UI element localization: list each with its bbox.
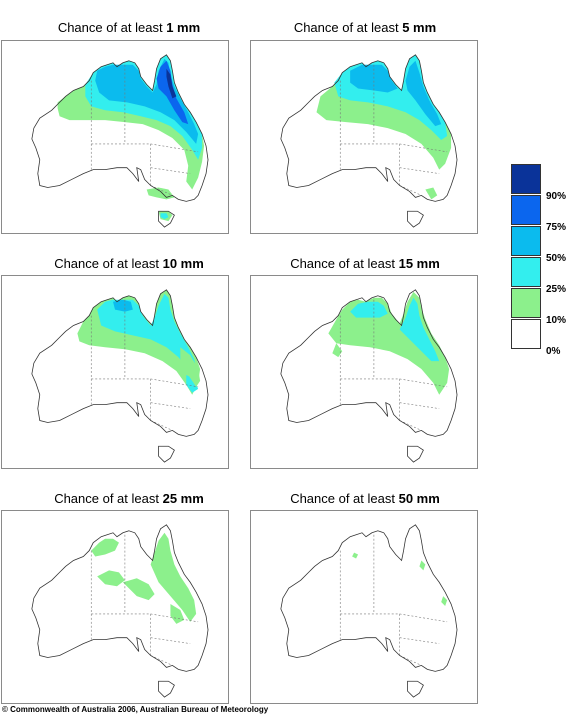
- state-border: [399, 613, 448, 623]
- probability-region: [405, 60, 442, 127]
- map-25mm: [31, 524, 209, 698]
- tasmania-coastline: [158, 445, 175, 463]
- probability-region: [97, 570, 125, 587]
- tasmania-coastline: [407, 210, 424, 228]
- title-prefix: Chance of at least: [54, 256, 163, 271]
- legend-label-90: 90%: [546, 191, 567, 202]
- title-amount: 5 mm: [402, 20, 437, 35]
- state-border: [399, 167, 440, 174]
- state-border: [399, 143, 448, 153]
- tasmania-coastline: [407, 680, 424, 698]
- title-prefix: Chance of at least: [290, 491, 399, 506]
- tasmania-land: [407, 681, 424, 698]
- state-border: [150, 143, 199, 153]
- state-border: [399, 185, 422, 196]
- probability-region: [113, 299, 133, 312]
- legend-swatch-50: [511, 226, 541, 256]
- state-border: [399, 402, 440, 409]
- legend-swatch-0: [511, 319, 541, 349]
- title-prefix: Chance of at least: [293, 20, 403, 35]
- legend-label-75: 75%: [546, 222, 567, 233]
- panel-title-50mm: Chance of at least 50 mm: [250, 491, 480, 507]
- title-amount: 50 mm: [398, 491, 440, 506]
- state-border: [150, 167, 191, 174]
- probability-region: [122, 578, 155, 601]
- probability-region: [170, 604, 185, 624]
- coastline: [31, 524, 209, 672]
- probability-region: [425, 187, 438, 200]
- map-5mm: [280, 54, 458, 228]
- map-15mm: [280, 289, 458, 463]
- coastline: [280, 289, 458, 437]
- state-border: [399, 420, 422, 431]
- legend-swatch-10: [511, 288, 541, 318]
- map-50mm: [280, 524, 458, 698]
- map-panel-25mm: [1, 510, 229, 704]
- panel-title-25mm: Chance of at least 25 mm: [14, 491, 244, 507]
- state-border: [150, 185, 173, 196]
- copyright-notice: © Commonwealth of Australia 2006, Austra…: [2, 705, 269, 714]
- probability-region: [352, 552, 359, 559]
- state-border: [399, 378, 448, 388]
- title-prefix: Chance of at least: [57, 20, 167, 35]
- title-amount: 1 mm: [166, 20, 201, 35]
- probability-region: [91, 538, 119, 557]
- tasmania-land: [158, 681, 175, 698]
- state-border: [150, 637, 191, 644]
- legend-label-50: 50%: [546, 253, 567, 264]
- panel-title-15mm: Chance of at least 15 mm: [250, 256, 480, 272]
- legend-label-0: 0%: [546, 346, 561, 357]
- title-prefix: Chance of at least: [54, 491, 163, 506]
- legend-label-10: 10%: [546, 315, 567, 326]
- state-border: [150, 420, 173, 431]
- panel-title-5mm: Chance of at least 5 mm: [250, 20, 480, 36]
- map-panel-10mm: [1, 275, 229, 469]
- state-border: [399, 655, 422, 666]
- mainland-land: [280, 524, 458, 672]
- map-10mm: [31, 289, 209, 463]
- map-panel-50mm: [250, 510, 478, 704]
- tasmania-coastline: [407, 445, 424, 463]
- probability-region: [95, 58, 199, 144]
- state-border: [399, 637, 440, 644]
- title-amount: 15 mm: [398, 256, 440, 271]
- probability-region: [146, 187, 175, 200]
- probability-region: [186, 374, 199, 393]
- panel-title-10mm: Chance of at least 10 mm: [14, 256, 244, 272]
- probability-region: [180, 347, 201, 387]
- map-panel-15mm: [250, 275, 478, 469]
- coastline: [31, 289, 209, 437]
- panel-title-1mm: Chance of at least 1 mm: [14, 20, 244, 36]
- title-amount: 25 mm: [162, 491, 204, 506]
- probability-region: [97, 293, 197, 372]
- map-panel-5mm: [250, 40, 478, 234]
- map-1mm: [31, 54, 209, 228]
- state-border: [150, 402, 191, 409]
- legend-label-25: 25%: [546, 284, 567, 295]
- title-prefix: Chance of at least: [290, 256, 399, 271]
- probability-region: [332, 343, 343, 358]
- legend-swatch-75: [511, 195, 541, 225]
- probability-region: [150, 532, 197, 622]
- title-amount: 10 mm: [162, 256, 204, 271]
- probability-region: [166, 68, 177, 99]
- coastline: [280, 524, 458, 672]
- probability-region: [399, 297, 440, 362]
- probability-region: [160, 213, 169, 220]
- coastline: [31, 54, 209, 202]
- tasmania-coastline: [158, 680, 175, 698]
- state-border: [150, 613, 199, 623]
- probability-region: [441, 596, 448, 607]
- map-panel-1mm: [1, 40, 229, 234]
- legend-swatch-90: [511, 164, 541, 194]
- probability-region: [350, 301, 388, 318]
- state-border: [150, 655, 173, 666]
- tasmania-coastline: [158, 210, 175, 228]
- coastline: [280, 54, 458, 202]
- legend-swatch-25: [511, 257, 541, 287]
- state-border: [150, 378, 199, 388]
- probability-region: [419, 560, 426, 571]
